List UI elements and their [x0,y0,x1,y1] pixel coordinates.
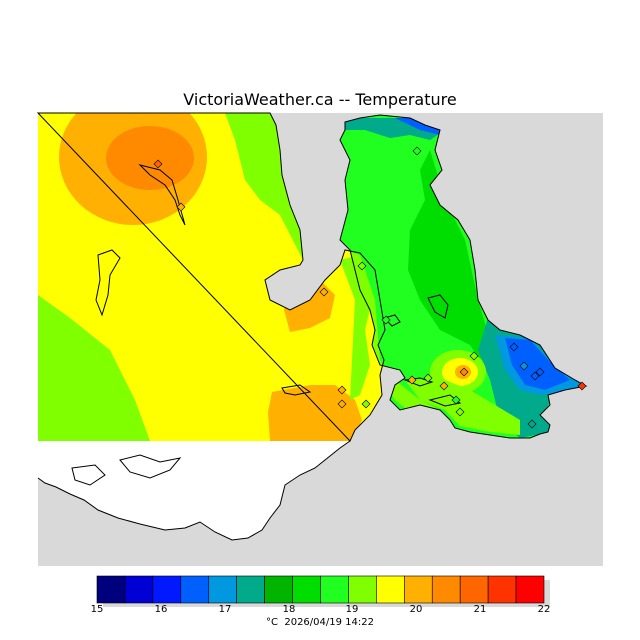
scale-label-22: 22 [537,604,551,615]
scale-label-21: 21 [473,604,487,615]
station-s9 [381,315,391,325]
station-s7 [361,399,371,409]
timestamp: 2026/04/19 14:22 [284,617,374,628]
scale-swatch [152,575,182,604]
station-s19 [527,419,537,429]
station-s14 [509,342,519,352]
station-s6 [337,399,347,409]
scale-swatch [292,575,321,604]
station-s13 [469,351,479,361]
scale-swatch [404,575,433,604]
scale-swatch [348,575,377,604]
station-s18 [577,381,587,391]
coastlines [36,112,588,541]
station-s1 [153,159,163,169]
color-scale [96,575,550,607]
station-s15 [519,361,529,371]
scale-swatch [124,575,154,604]
station-s12 [439,381,449,391]
scale-swatch [180,575,210,604]
scale-swatch [96,575,126,604]
station-s8 [412,146,422,156]
station-s17 [530,371,540,381]
scale-label-18: 18 [282,604,296,615]
map-footer: °C 2026/04/19 14:22 [0,617,640,628]
station-s16 [535,367,545,377]
scale-swatch [236,575,265,604]
station-s20 [451,395,461,405]
scale-swatch [515,575,545,604]
scale-label-19: 19 [345,604,359,615]
scale-label-17: 17 [218,604,232,615]
unit-label: °C [266,617,278,628]
scale-label-16: 16 [154,604,168,615]
station-s5 [337,385,347,395]
scale-swatch [264,575,293,604]
scale-swatch [431,575,461,604]
station-s2 [176,202,186,212]
station-s3 [319,287,329,297]
scale-swatch [320,575,349,604]
station-s4 [357,261,367,271]
scale-label-20: 20 [409,604,423,615]
scale-swatch [487,575,517,604]
station-s10 [423,373,433,383]
scale-swatch [376,575,405,604]
station-markers [153,146,587,429]
station-s11 [459,367,469,377]
station-s22 [455,407,465,417]
scale-swatch [208,575,237,604]
scale-swatch [459,575,489,604]
map-title: VictoriaWeather.ca -- Temperature [183,90,457,109]
scale-label-15: 15 [90,604,104,615]
station-s21 [407,375,417,385]
